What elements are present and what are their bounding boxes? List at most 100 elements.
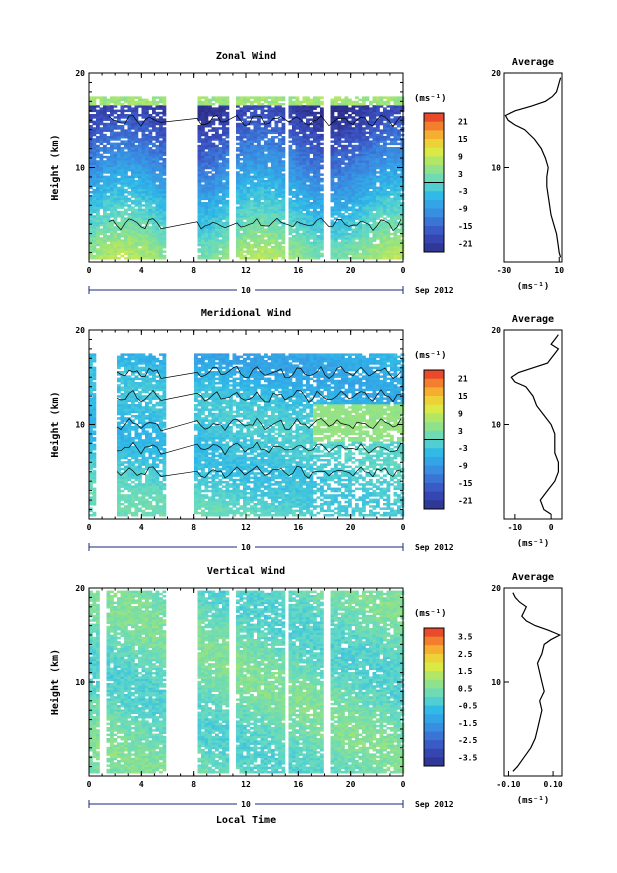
heatmap-cell bbox=[365, 221, 370, 225]
heatmap-cell bbox=[243, 155, 247, 159]
heatmap-cell bbox=[344, 228, 349, 231]
heatmap-cell bbox=[138, 122, 142, 126]
heatmap-cell bbox=[299, 239, 303, 242]
heatmap-cell bbox=[390, 98, 394, 102]
heatmap-cell bbox=[197, 129, 202, 132]
heatmap-cell bbox=[334, 195, 338, 198]
heatmap-cell bbox=[344, 221, 349, 225]
heatmap-cell bbox=[362, 213, 366, 216]
heatmap-cell bbox=[152, 221, 156, 225]
heatmap-cell bbox=[341, 257, 345, 260]
heatmap-cell bbox=[299, 122, 303, 126]
heatmap-cell bbox=[236, 131, 240, 135]
heatmap-cell bbox=[134, 140, 139, 143]
heatmap-cell bbox=[390, 131, 394, 135]
heatmap-cell bbox=[320, 103, 324, 106]
heatmap-cell bbox=[260, 105, 265, 108]
heatmap-cell bbox=[218, 191, 223, 194]
heatmap-cell bbox=[309, 235, 314, 238]
heatmap-cell bbox=[96, 191, 100, 194]
heatmap-cell bbox=[131, 188, 135, 192]
heatmap-cell bbox=[348, 186, 352, 190]
heatmap-cell bbox=[106, 252, 111, 256]
heatmap-cell bbox=[127, 103, 132, 106]
heatmap-cell bbox=[320, 155, 324, 159]
heatmap-cell bbox=[138, 250, 142, 253]
heatmap-cell bbox=[134, 149, 139, 152]
heatmap-cell bbox=[243, 191, 247, 194]
heatmap-cell bbox=[120, 235, 125, 238]
heatmap-cell bbox=[348, 248, 352, 251]
heatmap-cell bbox=[218, 217, 223, 220]
heatmap-cell bbox=[197, 118, 202, 121]
heatmap-cell bbox=[358, 175, 363, 179]
heatmap-cell bbox=[225, 182, 230, 185]
heatmap-cell bbox=[341, 114, 345, 117]
heatmap-cell bbox=[267, 182, 272, 185]
heatmap-cell bbox=[278, 210, 282, 214]
heatmap-cell bbox=[362, 100, 366, 104]
heatmap-cell bbox=[92, 182, 97, 185]
heatmap-cell bbox=[341, 204, 345, 207]
heatmap-cell bbox=[316, 122, 321, 126]
heatmap-cell bbox=[243, 254, 247, 258]
heatmap-cell bbox=[365, 237, 370, 240]
heatmap-cell bbox=[138, 138, 142, 141]
heatmap-cell bbox=[309, 122, 314, 126]
heatmap-cell bbox=[110, 158, 114, 161]
heatmap-cell bbox=[99, 116, 104, 119]
heatmap-cell bbox=[145, 122, 149, 126]
heatmap-cell bbox=[197, 155, 202, 159]
heatmap-cell bbox=[155, 204, 160, 207]
heatmap-cell bbox=[306, 158, 310, 161]
heatmap-cell bbox=[316, 239, 321, 242]
heatmap-cell bbox=[89, 246, 93, 249]
heatmap-cell bbox=[274, 239, 279, 242]
heatmap-cell bbox=[337, 109, 342, 113]
heatmap-cell bbox=[124, 133, 128, 137]
heatmap-cell bbox=[348, 114, 352, 117]
heatmap-cell bbox=[348, 250, 352, 253]
heatmap-cell bbox=[320, 188, 324, 192]
heatmap-cell bbox=[288, 239, 293, 242]
heatmap-cell bbox=[141, 116, 146, 119]
heatmap-cell bbox=[208, 184, 212, 187]
heatmap-cell bbox=[218, 116, 223, 119]
heatmap-cell bbox=[152, 219, 156, 223]
heatmap-cell bbox=[225, 219, 230, 223]
heatmap-cell bbox=[225, 166, 230, 170]
heatmap-cell bbox=[320, 235, 324, 238]
heatmap-cell bbox=[197, 184, 202, 187]
heatmap-cell bbox=[253, 177, 258, 181]
heatmap-cell bbox=[355, 204, 359, 207]
heatmap-cell bbox=[278, 142, 282, 146]
heatmap-cell bbox=[379, 122, 384, 126]
heatmap-cell bbox=[274, 235, 279, 238]
heatmap-cell bbox=[302, 202, 307, 205]
heatmap-cell bbox=[131, 100, 135, 104]
heatmap-cell bbox=[376, 206, 380, 209]
heatmap-cell bbox=[267, 243, 272, 247]
heatmap-cell bbox=[239, 197, 244, 201]
heatmap-cell bbox=[204, 188, 209, 192]
heatmap-cell bbox=[386, 224, 391, 227]
heatmap-cell bbox=[390, 239, 394, 242]
heatmap-cell bbox=[292, 252, 296, 256]
heatmap-cell bbox=[159, 151, 163, 154]
heatmap-cell bbox=[274, 175, 279, 179]
heatmap-cell bbox=[239, 138, 244, 141]
heatmap-cell bbox=[197, 224, 202, 227]
heatmap-cell bbox=[320, 129, 324, 132]
heatmap-cell bbox=[271, 153, 275, 157]
heatmap-cell bbox=[288, 221, 293, 225]
heatmap-cell bbox=[204, 142, 209, 146]
heatmap-cell bbox=[334, 138, 338, 141]
heatmap-cell bbox=[218, 153, 223, 157]
heatmap-cell bbox=[124, 109, 128, 113]
heatmap-cell bbox=[145, 199, 149, 203]
heatmap-cell bbox=[365, 241, 370, 245]
heatmap-cell bbox=[358, 246, 363, 249]
heatmap-cell bbox=[271, 193, 275, 196]
heatmap-cell bbox=[274, 232, 279, 236]
heatmap-cell bbox=[390, 186, 394, 190]
